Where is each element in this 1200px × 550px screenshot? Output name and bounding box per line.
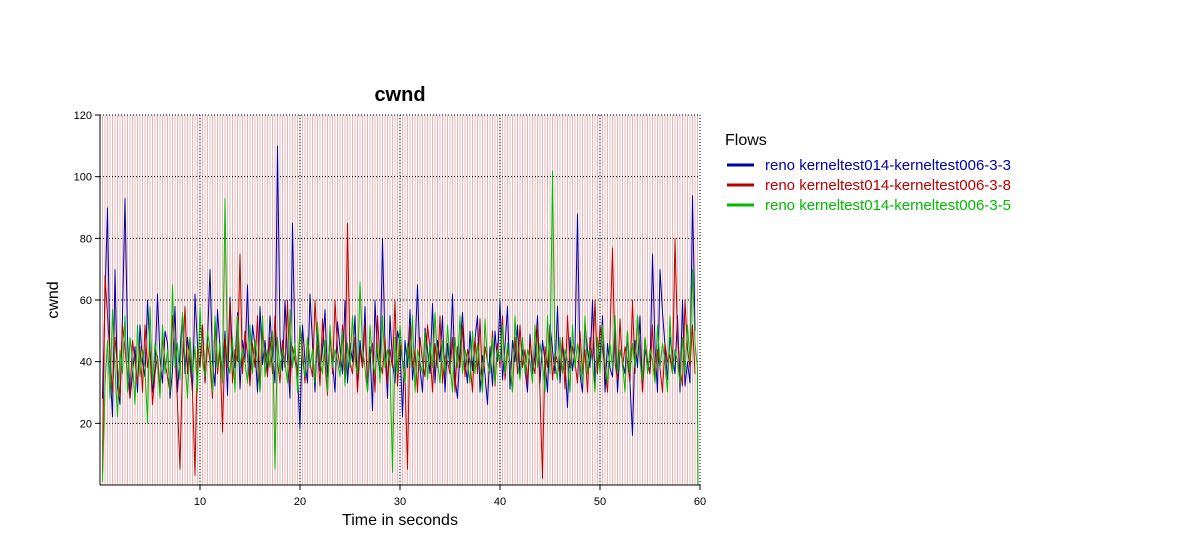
series-line-2 <box>102 222 696 479</box>
x-tick-label: 20 <box>294 496 306 508</box>
y-tick-label: 60 <box>80 295 92 307</box>
legend-label-3: reno kerneltest014-kerneltest006-3-5 <box>765 197 1011 214</box>
y-tick-label: 40 <box>80 357 92 369</box>
chart-title: cwnd <box>374 84 425 106</box>
y-axis-label: cwnd <box>45 281 62 318</box>
y-tick-label: 80 <box>80 233 92 245</box>
legend-label-2: reno kerneltest014-kerneltest006-3-8 <box>765 177 1011 194</box>
plot-area: 20 40 60 80 100 120 10 20 30 40 50 60 <box>74 110 706 508</box>
legend-title: Flows <box>725 132 767 149</box>
x-tick-label: 10 <box>194 496 206 508</box>
x-axis-label: Time in seconds <box>342 512 458 529</box>
series-line-3 <box>102 170 699 486</box>
legend: Flows reno kerneltest014-kerneltest006-3… <box>725 132 1011 214</box>
y-tick-label: 120 <box>74 110 92 122</box>
legend-label-1: reno kerneltest014-kerneltest006-3-3 <box>765 157 1011 174</box>
x-tick-label: 30 <box>394 496 406 508</box>
y-tick-label: 100 <box>74 172 92 184</box>
y-tick-label: 20 <box>80 418 92 430</box>
x-tick-label: 50 <box>594 496 606 508</box>
x-tick-label: 60 <box>694 496 706 508</box>
x-tick-label: 40 <box>494 496 506 508</box>
